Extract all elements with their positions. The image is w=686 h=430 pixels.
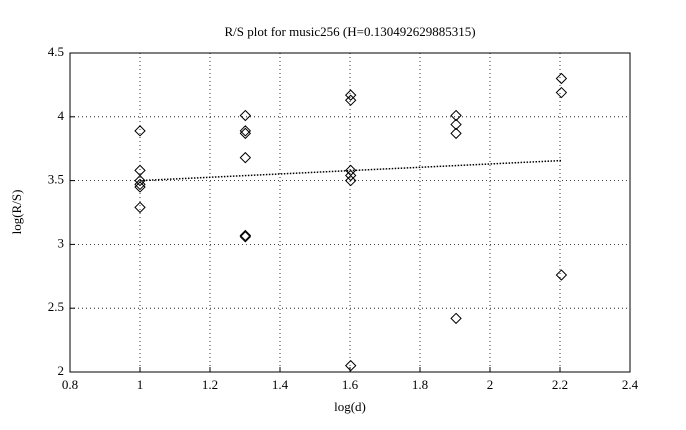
y-tick-label: 4 [58,108,65,123]
x-tick-label: 2 [487,377,494,392]
data-point [555,269,568,281]
x-tick-label: 1.6 [342,377,359,392]
data-point [134,181,146,193]
data-point [344,94,357,106]
data-point [134,174,146,187]
data-point [239,151,252,164]
data-point [344,174,357,187]
data-point [239,127,252,140]
data-point [239,125,252,137]
data-point [134,201,146,214]
data-point [450,118,462,131]
y-tick-label: 2.5 [48,299,64,314]
x-tick-label: 2.4 [622,377,639,392]
x-tick-label: 1.4 [272,377,289,392]
data-point [555,86,568,99]
x-tick-label: 2.2 [552,377,568,392]
y-tick-label: 4.5 [48,44,64,59]
fit-line [139,159,562,182]
data-point [239,231,252,243]
data-point [134,125,146,137]
data-point [344,359,357,372]
data-point [450,312,462,325]
x-tick-label: 1.2 [202,377,218,392]
data-point [450,109,462,122]
data-point [134,178,146,191]
data-point [344,89,357,101]
y-axis-label: log(R/S) [9,190,24,235]
data-point [555,72,568,85]
y-tick-label: 3.5 [48,172,64,187]
y-tick-label: 3 [58,235,65,250]
x-tick-label: 1 [137,377,144,392]
plot-frame [69,52,631,373]
y-tick-label: 2 [58,363,65,378]
x-tick-label: 1.8 [412,377,428,392]
data-point [239,229,252,242]
chart-title: R/S plot for music256 (H=0.1304926298853… [224,24,475,39]
x-axis-label: log(d) [334,399,366,414]
data-point [450,127,462,140]
data-point [344,169,357,182]
data-point [239,109,252,122]
x-tick-label: 0.8 [62,377,78,392]
